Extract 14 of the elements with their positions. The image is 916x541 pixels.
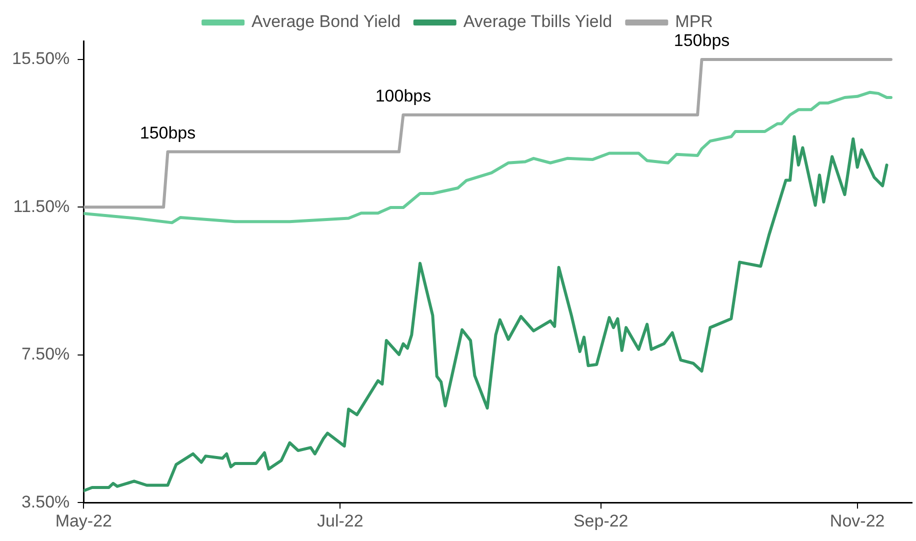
x-tick-label: Jul-22 xyxy=(316,511,364,530)
x-tick-label: May-22 xyxy=(55,511,112,530)
y-tick-label: 15.50% xyxy=(12,49,70,68)
legend-label: Average Bond Yield xyxy=(252,12,401,32)
legend-label: Average Tbills Yield xyxy=(463,12,612,32)
x-tick-label: Sep-22 xyxy=(573,511,628,530)
annotation: 100bps xyxy=(375,86,432,106)
y-tick-label: 11.50% xyxy=(13,196,70,216)
y-tick-label: 3.50% xyxy=(21,492,70,512)
legend-label: MPR xyxy=(675,12,713,32)
annotation: 150bps xyxy=(674,31,730,50)
x-tick-label: Nov-22 xyxy=(830,511,885,530)
annotation: 150bps xyxy=(140,123,196,142)
y-tick-label: 7.50% xyxy=(21,344,70,364)
